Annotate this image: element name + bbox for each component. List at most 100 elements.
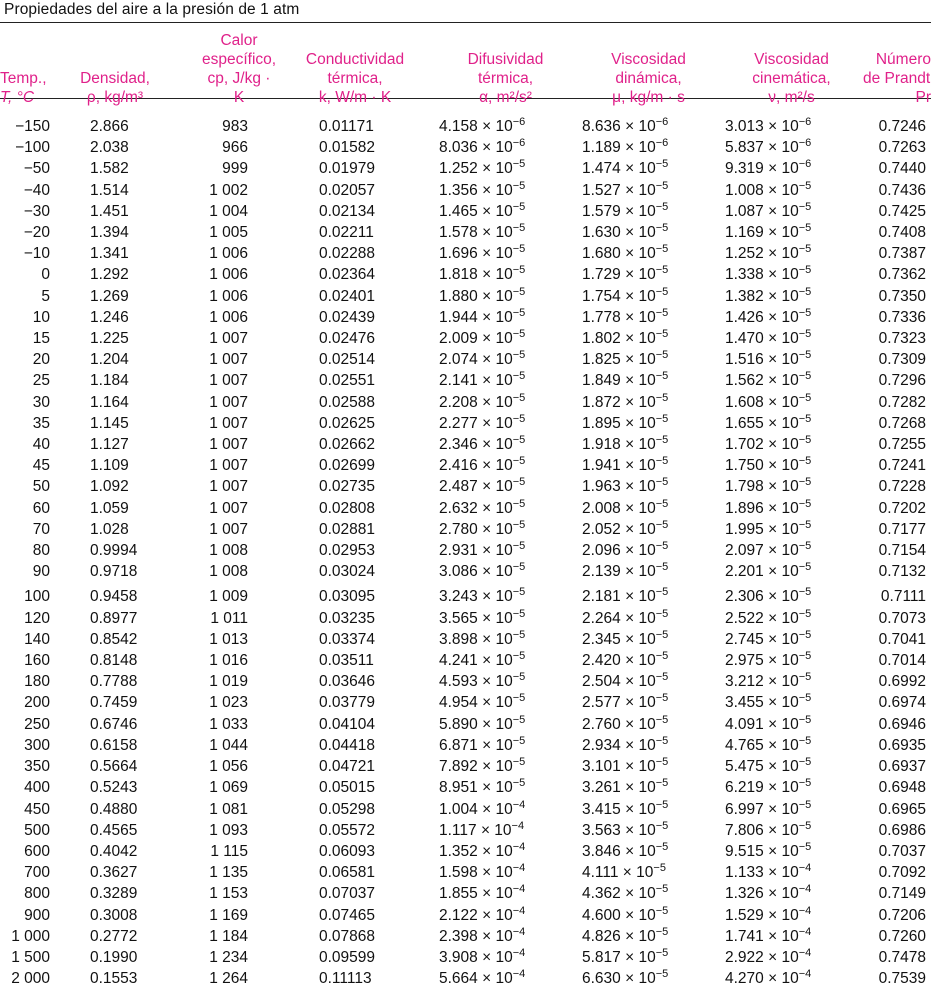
cell-prandtl: 0.7037 — [878, 842, 926, 860]
cell-temp: −20 — [23, 224, 50, 242]
cell-cp: 1 033 — [209, 715, 248, 733]
cell-temp: 600 — [24, 842, 50, 860]
cell-kin-viscosity-exponent: −5 — [798, 285, 812, 298]
cell-diffusivity-exponent: −4 — [512, 968, 526, 981]
cell-dyn-viscosity: 4.826 × 10−5 — [577, 926, 720, 947]
cell-density: 1.514 — [90, 181, 129, 199]
cell-conductivity: 0.05298 — [319, 800, 376, 818]
cell-kin-viscosity-exponent: −5 — [798, 179, 812, 192]
cell-conductivity: 0.01171 — [319, 118, 374, 135]
cell-kin-viscosity-exponent: −5 — [798, 650, 812, 663]
cell-diffusivity: 3.243 × 10−5 — [434, 582, 577, 607]
cell-density: 0.5243 — [90, 779, 138, 797]
table-row: −10 1.341 1 006 0.02288 1.696 × 10−5 1.680 × … — [0, 243, 931, 264]
cell-kin-viscosity-exponent: −5 — [798, 671, 812, 684]
cell-kin-viscosity-exponent: −6 — [798, 158, 812, 171]
table-row: 40 1.127 1 007 0.02662 2.346 × 10−5 1.918 × 1… — [0, 434, 931, 455]
cell-cp: 1 044 — [209, 736, 248, 754]
cell-dyn-viscosity: 4.600 × 10−5 — [577, 905, 720, 926]
cell-diffusivity-mantissa: 8.951 × 10 — [439, 779, 513, 797]
table-row: −30 1.451 1 004 0.02134 1.465 × 10−5 1.579 × … — [0, 201, 931, 222]
cell-kin-viscosity: 2.522 × 10−5 — [720, 608, 863, 629]
cell-prandtl: 0.7073 — [878, 609, 926, 627]
cell-diffusivity-exponent: −6 — [512, 137, 526, 150]
cell-kin-viscosity: 4.270 × 10−4 — [720, 968, 863, 989]
cell-density: 0.2772 — [90, 927, 138, 945]
cell-conductivity: 0.02057 — [319, 181, 376, 199]
cell-kin-viscosity-mantissa: 1.008 × 10 — [725, 181, 799, 199]
cell-kin-viscosity: 1.655 × 10−5 — [720, 413, 863, 434]
cell-dyn-viscosity: 2.264 × 10−5 — [577, 608, 720, 629]
cell-diffusivity-mantissa: 1.818 × 10 — [439, 266, 513, 284]
cell-kin-viscosity: 2.097 × 10−5 — [720, 540, 863, 561]
cell-dyn-viscosity-mantissa: 1.963 × 10 — [582, 478, 656, 496]
table-row: 50 1.092 1 007 0.02735 2.487 × 10−5 1.963 × 1… — [0, 476, 931, 497]
cell-density: 0.9458 — [90, 588, 138, 606]
cell-diffusivity-mantissa: 1.880 × 10 — [439, 287, 513, 305]
cell-diffusivity-exponent: −5 — [512, 497, 526, 510]
cell-prandtl: 0.6986 — [878, 821, 926, 839]
cell-density: 0.3627 — [90, 864, 138, 882]
cell-kin-viscosity-mantissa: 1.798 × 10 — [725, 478, 799, 496]
cell-density: 0.6746 — [90, 715, 138, 733]
cell-dyn-viscosity-exponent: −5 — [655, 883, 669, 896]
table-row: −50 1.582 999 0.01979 1.252 × 10−5 1.474 × 10… — [0, 158, 931, 179]
cell-kin-viscosity: 1.702 × 10−5 — [720, 434, 863, 455]
cell-conductivity: 0.05015 — [319, 779, 376, 797]
cell-kin-viscosity: 1.798 × 10−5 — [720, 476, 863, 497]
cell-diffusivity-mantissa: 2.122 × 10 — [439, 906, 513, 924]
cell-dyn-viscosity-mantissa: 2.934 × 10 — [582, 736, 656, 754]
cell-diffusivity-exponent: −4 — [512, 883, 526, 896]
top-rule — [0, 22, 931, 23]
cell-density: 0.4880 — [90, 800, 138, 818]
cell-diffusivity: 3.565 × 10−5 — [434, 608, 577, 629]
cell-temp: 450 — [24, 800, 50, 818]
cell-dyn-viscosity: 1.895 × 10−5 — [577, 413, 720, 434]
cell-prandtl: 0.7362 — [878, 266, 926, 284]
cell-kin-viscosity: 2.922 × 10−4 — [720, 947, 863, 968]
cell-cp: 1 008 — [209, 563, 248, 581]
cell-diffusivity: 2.208 × 10−5 — [434, 392, 577, 413]
cell-temp: 500 — [24, 821, 50, 839]
cell-diffusivity-exponent: −5 — [512, 349, 526, 362]
header-cp-line2: específico, — [202, 51, 277, 68]
cell-dyn-viscosity-exponent: −5 — [655, 158, 669, 171]
cell-conductivity: 0.03374 — [319, 630, 376, 648]
cell-diffusivity-mantissa: 3.243 × 10 — [439, 588, 513, 606]
cell-temp: 120 — [24, 609, 50, 627]
cell-dyn-viscosity-exponent: −5 — [655, 904, 669, 917]
cell-diffusivity-mantissa: 7.892 × 10 — [439, 758, 513, 776]
cell-kin-viscosity-exponent: −5 — [798, 777, 812, 790]
header-row: Temp., T, °C Densidad, ρ, kg/m³ Calor es… — [0, 31, 931, 107]
cell-dyn-viscosity-mantissa: 3.415 × 10 — [582, 800, 656, 818]
cell-diffusivity-mantissa: 2.416 × 10 — [439, 457, 513, 475]
cell-dyn-viscosity: 2.934 × 10−5 — [577, 735, 720, 756]
cell-kin-viscosity-exponent: −6 — [798, 137, 812, 150]
cell-dyn-viscosity-exponent: −5 — [655, 455, 669, 468]
cell-prandtl: 0.7206 — [878, 906, 926, 924]
cell-kin-viscosity-mantissa: 1.608 × 10 — [725, 393, 799, 411]
cell-temp: 80 — [32, 542, 50, 560]
header-dyn-viscosity-line1: Viscosidad — [611, 51, 686, 68]
cell-conductivity: 0.02514 — [319, 351, 376, 369]
cell-diffusivity-mantissa: 2.931 × 10 — [439, 542, 513, 560]
header-dyn-viscosity-line2: dinámica, — [615, 70, 682, 87]
cell-cp: 1 006 — [209, 245, 248, 263]
cell-diffusivity-exponent: −5 — [512, 455, 526, 468]
cell-dyn-viscosity-mantissa: 2.577 × 10 — [582, 694, 656, 712]
cell-diffusivity-exponent: −4 — [511, 819, 525, 832]
cell-density: 1.127 — [90, 436, 129, 454]
cell-density: 0.1553 — [90, 970, 138, 988]
cell-diffusivity-exponent: −6 — [512, 116, 526, 128]
cell-kin-viscosity-mantissa: 1.995 × 10 — [725, 520, 799, 538]
cell-cp: 1 016 — [209, 652, 248, 670]
cell-diffusivity: 8.036 × 10−6 — [434, 137, 577, 158]
table-row: 45 1.109 1 007 0.02699 2.416 × 10−5 1.941 × 1… — [0, 455, 931, 476]
cell-temp: 5 — [41, 287, 50, 305]
cell-temp: 35 — [32, 414, 50, 432]
cell-density: 1.269 — [90, 287, 129, 305]
cell-kin-viscosity: 6.997 × 10−5 — [720, 799, 863, 820]
cell-density: 1.092 — [90, 478, 129, 496]
cell-dyn-viscosity-mantissa: 2.181 × 10 — [582, 588, 656, 606]
cell-dyn-viscosity-exponent: −5 — [655, 412, 669, 425]
